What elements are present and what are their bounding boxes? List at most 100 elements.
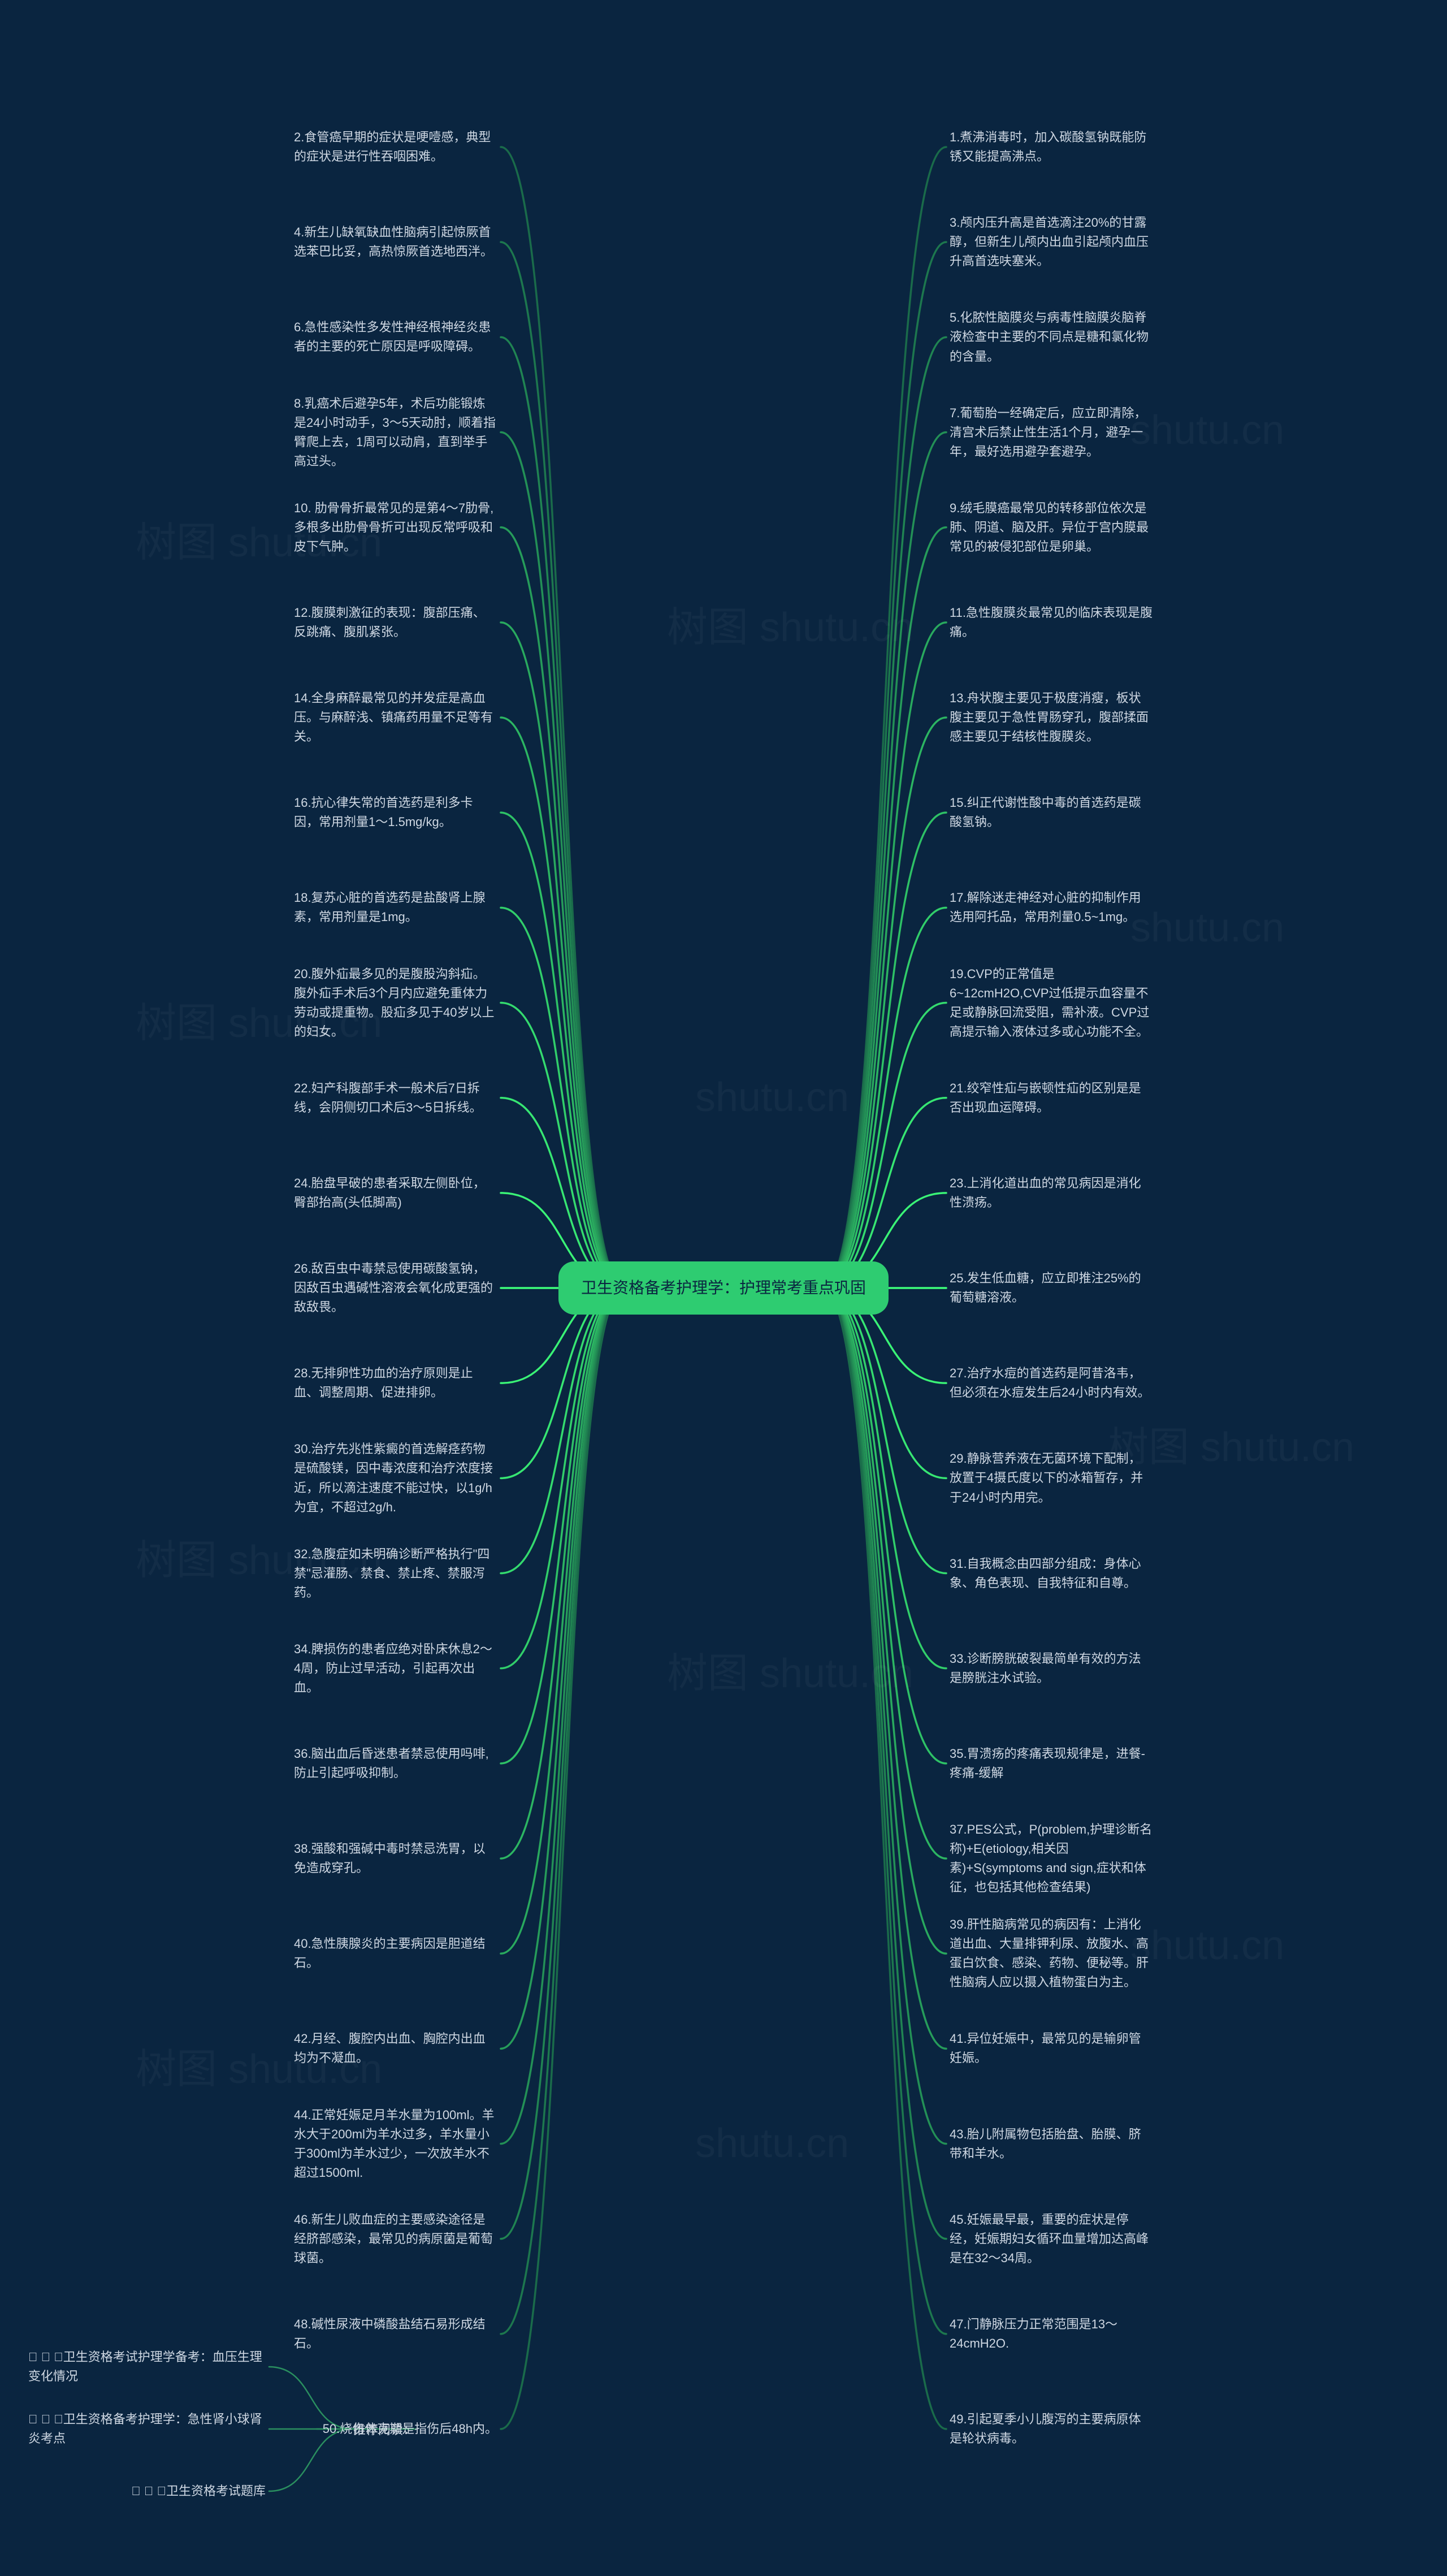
left-node-label: 24.胎盘早破的患者采取左侧卧位，臀部抬高(头低脚高) [294,1176,486,1209]
right-node-label: 5.化脓性脑膜炎与病毒性脑膜炎脑脊液检查中主要的不同点是糖和氯化物的含量。 [950,310,1149,363]
left-node-label: 16.抗心律失常的首选药是利多卡因，常用剂量1～1.5mg/kg。 [294,796,473,829]
right-node: 33.诊断膀胱破裂最简单有效的方法是膀胱注水试验。 [950,1649,1153,1688]
edge [501,242,625,1288]
edge [501,1288,625,2144]
left-node: 36.脑出血后昏迷患者禁忌使用吗啡,防止引起呼吸抑制。 [294,1744,497,1783]
mindmap-canvas: 树图 shutu.cn树图 shutu.cn树图 shutu.cn树图 shut… [0,0,1447,2576]
watermark: shutu.cn [695,1074,849,1121]
edge [501,1288,625,1669]
watermark: shutu.cn [695,2120,849,2167]
right-node-label: 33.诊断膀胱破裂最简单有效的方法是膀胱注水试验。 [950,1652,1141,1685]
left-node-label: 4.新生儿缺氧缺血性脑病引起惊厥首选苯巴比妥，高热惊厥首选地西泮。 [294,225,493,258]
edge [822,1288,946,1953]
edge [501,528,625,1288]
sub-node: 󰀁 󰀁 󰀁卫生资格备考护理学：急性肾小球肾炎考点 [28,2410,266,2448]
right-node: 47.门静脉压力正常范围是13～24cmH2O. [950,2315,1153,2353]
left-node-label: 48.碱性尿液中磷酸盐结石易形成结石。 [294,2317,486,2350]
left-node-label: 28.无排卵性功血的治疗原则是止血、调整周期、促进排卵。 [294,1366,473,1399]
edge [822,1288,946,1669]
edge [822,1288,946,1858]
edge [501,1288,625,2334]
edge [822,1288,946,2144]
edge [501,1288,625,1764]
left-node-label: 42.月经、腹腔内出血、胸腔内出血均为不凝血。 [294,2032,486,2065]
right-node: 11.急性腹膜炎最常见的临床表现是腹痛。 [950,603,1153,642]
right-node-label: 19.CVP的正常值是6~12cmH2O,CVP过低提示血容量不足或静脉回流受阻… [950,966,1149,1038]
left-node-label: 6.急性感染性多发性神经根神经炎患者的主要的死亡原因是呼吸障碍。 [294,320,491,353]
edge [822,1288,946,2429]
edge [501,337,625,1288]
left-node-label: 2.食管癌早期的症状是哽噎感，典型的症状是进行性吞咽困难。 [294,130,491,163]
center-label: 卫生资格备考护理学：护理常考重点巩固 [581,1279,866,1296]
right-node-label: 25.发生低血糖，应立即推注25%的葡萄糖溶液。 [950,1271,1141,1304]
left-node: 4.新生儿缺氧缺血性脑病引起惊厥首选苯巴比妥，高热惊厥首选地西泮。 [294,223,497,261]
right-node-label: 35.胃溃疡的疼痛表现规律是，进餐-疼痛-缓解 [950,1747,1145,1780]
edge [501,1288,625,2239]
left-node: 32.急腹症如未明确诊断严格执行"四禁"忌灌肠、禁食、禁止疼、禁服泻药。 [294,1544,497,1602]
right-node: 31.自我概念由四部分组成：身体心象、角色表现、自我特征和自尊。 [950,1554,1153,1592]
right-node: 17.解除迷走神经对心脏的抑制作用选用阿托品，常用剂量0.5~1mg。 [950,888,1153,927]
right-node-label: 9.绒毛膜癌最常见的转移部位依次是肺、阴道、脑及肝。异位于宫内膜最常见的被侵犯部… [950,501,1149,554]
watermark: shutu.cn [1130,905,1284,951]
right-node-label: 3.颅内压升高是首选滴注20%的甘露醇，但新生儿颅内出血引起颅内血压升高首选呋塞… [950,215,1149,268]
left-node-label: 40.急性胰腺炎的主要病因是胆道结石。 [294,1937,486,1970]
right-node-label: 27.治疗水痘的首选药是阿昔洛韦，但必须在水痘发生后24小时内有效。 [950,1366,1150,1399]
left-node-label: 36.脑出血后昏迷患者禁忌使用吗啡,防止引起呼吸抑制。 [294,1747,489,1780]
right-node-label: 41.异位妊娠中，最常见的是输卵管妊娠。 [950,2032,1141,2065]
left-node: 28.无排卵性功血的治疗原则是止血、调整周期、促进排卵。 [294,1364,497,1402]
sub-node-label: 󰀁 󰀁 󰀁卫生资格考试题库 [131,2484,266,2498]
edge [501,1098,625,1288]
edge [822,1288,946,2334]
watermark: 树图 shutu.cn [667,594,913,653]
edge [822,623,946,1288]
edge [501,1288,625,1574]
edge [822,718,946,1288]
left-node: 42.月经、腹腔内出血、胸腔内出血均为不凝血。 [294,2029,497,2068]
right-node: 25.发生低血糖，应立即推注25%的葡萄糖溶液。 [950,1269,1153,1307]
right-node-label: 49.引起夏季小儿腹泻的主要病原体是轮状病毒。 [950,2412,1141,2445]
right-node-label: 13.舟状腹主要见于极度消瘦，板状腹主要见于急性胃肠穿孔，腹部揉面感主要见于结核… [950,691,1149,744]
edge [822,1003,946,1289]
right-node: 45.妊娠最早最，重要的症状是停经，妊娠期妇女循环血量增加达高峰是在32～34周… [950,2210,1153,2268]
edge [822,907,946,1288]
left-node-label: 34.脾损伤的患者应绝对卧床休息2～4周，防止过早活动，引起再次出血。 [294,1642,492,1695]
right-node-label: 23.上消化道出血的常见病因是消化性溃疡。 [950,1176,1141,1209]
right-node: 35.胃溃疡的疼痛表现规律是，进餐-疼痛-缓解 [950,1744,1153,1783]
right-node-label: 17.解除迷走神经对心脏的抑制作用选用阿托品，常用剂量0.5~1mg。 [950,891,1141,924]
edge [501,433,625,1289]
left-node: 6.急性感染性多发性神经根神经炎患者的主要的死亡原因是呼吸障碍。 [294,318,497,356]
left-node: 2.食管癌早期的症状是哽噎感，典型的症状是进行性吞咽困难。 [294,128,497,166]
left-node: 20.腹外疝最多见的是腹股沟斜疝。腹外疝手术后3个月内应避免重体力劳动或提重物。… [294,964,497,1041]
edge [822,242,946,1288]
edge [822,1288,946,1574]
edge [822,528,946,1288]
left-node: 8.乳癌术后避孕5年，术后功能锻炼是24小时动手，3～5天动肘，顺着指臂爬上去，… [294,394,497,470]
left-node: 26.敌百虫中毒禁忌使用碳酸氢钠，因敌百虫遇碱性溶液会氧化成更强的敌敌畏。 [294,1259,497,1317]
left-node: 40.急性胰腺炎的主要病因是胆道结石。 [294,1934,497,1973]
left-node: 10. 肋骨骨折最常见的是第4～7肋骨,多根多出肋骨骨折可出现反常呼吸和皮下气肿… [294,499,497,556]
recommend-label: 推荐阅读： [353,2420,415,2438]
right-node-label: 15.纠正代谢性酸中毒的首选药是碳酸氢钠。 [950,796,1141,829]
edge [822,1098,946,1288]
edge [501,147,625,1288]
right-node: 1.煮沸消毒时，加入碳酸氢钠既能防锈又能提高沸点。 [950,128,1153,166]
right-node: 7.葡萄胎一经确定后，应立即清除，清宫术后禁止性生活1个月，避孕一年，最好选用避… [950,403,1153,461]
edge [501,907,625,1288]
edge [501,718,625,1288]
center-node: 卫生资格备考护理学：护理常考重点巩固 [558,1261,889,1315]
sub-node: 󰀁 󰀁 󰀁卫生资格考试题库 [131,2482,266,2501]
edge [501,1288,625,1478]
right-node-label: 43.胎儿附属物包括胎盘、胎膜、脐带和羊水。 [950,2127,1141,2160]
right-node: 49.引起夏季小儿腹泻的主要病原体是轮状病毒。 [950,2410,1153,2448]
edge [822,147,946,1288]
watermark: 树图 shutu.cn [667,1640,913,1699]
left-node: 22.妇产科腹部手术一般术后7日拆线，会阴侧切口术后3～5日拆线。 [294,1079,497,1117]
edge [822,812,946,1288]
right-node-label: 21.绞窄性疝与嵌顿性疝的区别是是否出现血运障碍。 [950,1081,1141,1114]
left-node: 18.复苏心脏的首选药是盐酸肾上腺素，常用剂量是1mg。 [294,888,497,927]
right-node: 29.静脉营养液在无菌环境下配制，放置于4摄氏度以下的冰箱暂存，并于24小时内用… [950,1449,1153,1507]
left-node-label: 30.治疗先兆性紫癜的首选解痉药物是硫酸镁，因中毒浓度和治疗浓度接近，所以滴注速… [294,1442,493,1514]
watermark: shutu.cn [1130,407,1284,453]
right-node: 37.PES公式，P(problem,护理诊断名称)+E(etiology,相关… [950,1820,1153,1897]
left-node: 12.腹膜刺激征的表现：腹部压痛、反跳痛、腹肌紧张。 [294,603,497,642]
